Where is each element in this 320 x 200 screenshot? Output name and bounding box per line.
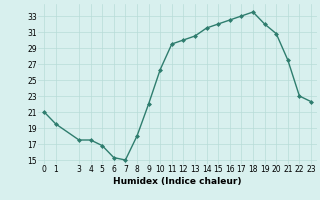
X-axis label: Humidex (Indice chaleur): Humidex (Indice chaleur) bbox=[113, 177, 242, 186]
